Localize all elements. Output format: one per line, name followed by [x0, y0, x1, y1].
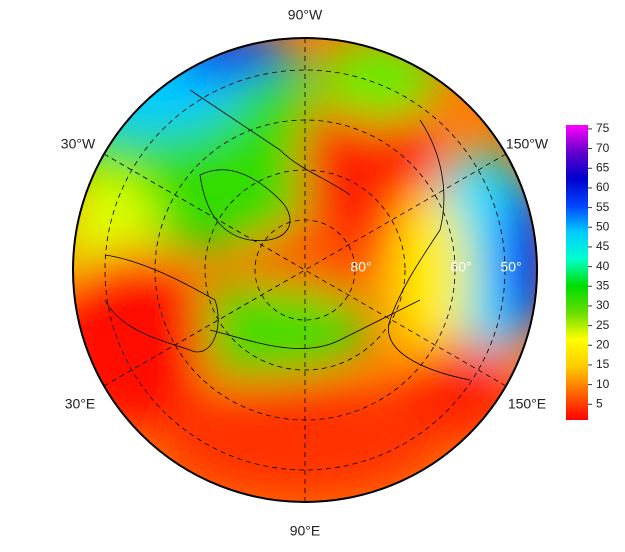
longitude-label: 30°E — [65, 396, 96, 412]
colorbar-tick-label: 45 — [596, 239, 610, 253]
longitude-label: 150°E — [508, 396, 546, 412]
colorbar-tick-label: 75 — [596, 121, 610, 135]
colorbar-tick-label: 70 — [596, 141, 610, 155]
colorbar-tick-label: 20 — [596, 337, 610, 351]
map-border — [72, 37, 538, 503]
latitude-label: 80° — [350, 259, 371, 275]
colorbar-tick-label: 35 — [596, 278, 610, 292]
longitude-label: 90°E — [290, 523, 321, 539]
colorbar-tick-label: 55 — [596, 200, 610, 214]
colorbar-tick-label: 65 — [596, 160, 610, 174]
colorbar-tick-label: 5 — [596, 396, 603, 410]
colorbar-tick-label: 60 — [596, 180, 610, 194]
colorbar: 5 10 15 20 25 30 35 40 45 50 55 60 65 70 75 — [566, 121, 610, 420]
colorbar-tick-label: 50 — [596, 219, 610, 233]
longitude-label: 150°W — [506, 136, 549, 152]
colorbar-tick-label: 25 — [596, 318, 610, 332]
graticule — [103, 38, 507, 502]
colorbar-tick-label: 30 — [596, 298, 610, 312]
longitude-label: 30°W — [61, 136, 96, 152]
colorbar-tick-label: 40 — [596, 259, 610, 273]
longitude-label: 90°W — [288, 7, 323, 23]
latitude-label: 60° — [450, 259, 471, 275]
latitude-label: 50° — [500, 259, 521, 275]
colorbar-ramp — [566, 125, 588, 420]
colorbar-tick-label: 10 — [596, 377, 610, 391]
colorbar-tick-label: 15 — [596, 357, 610, 371]
